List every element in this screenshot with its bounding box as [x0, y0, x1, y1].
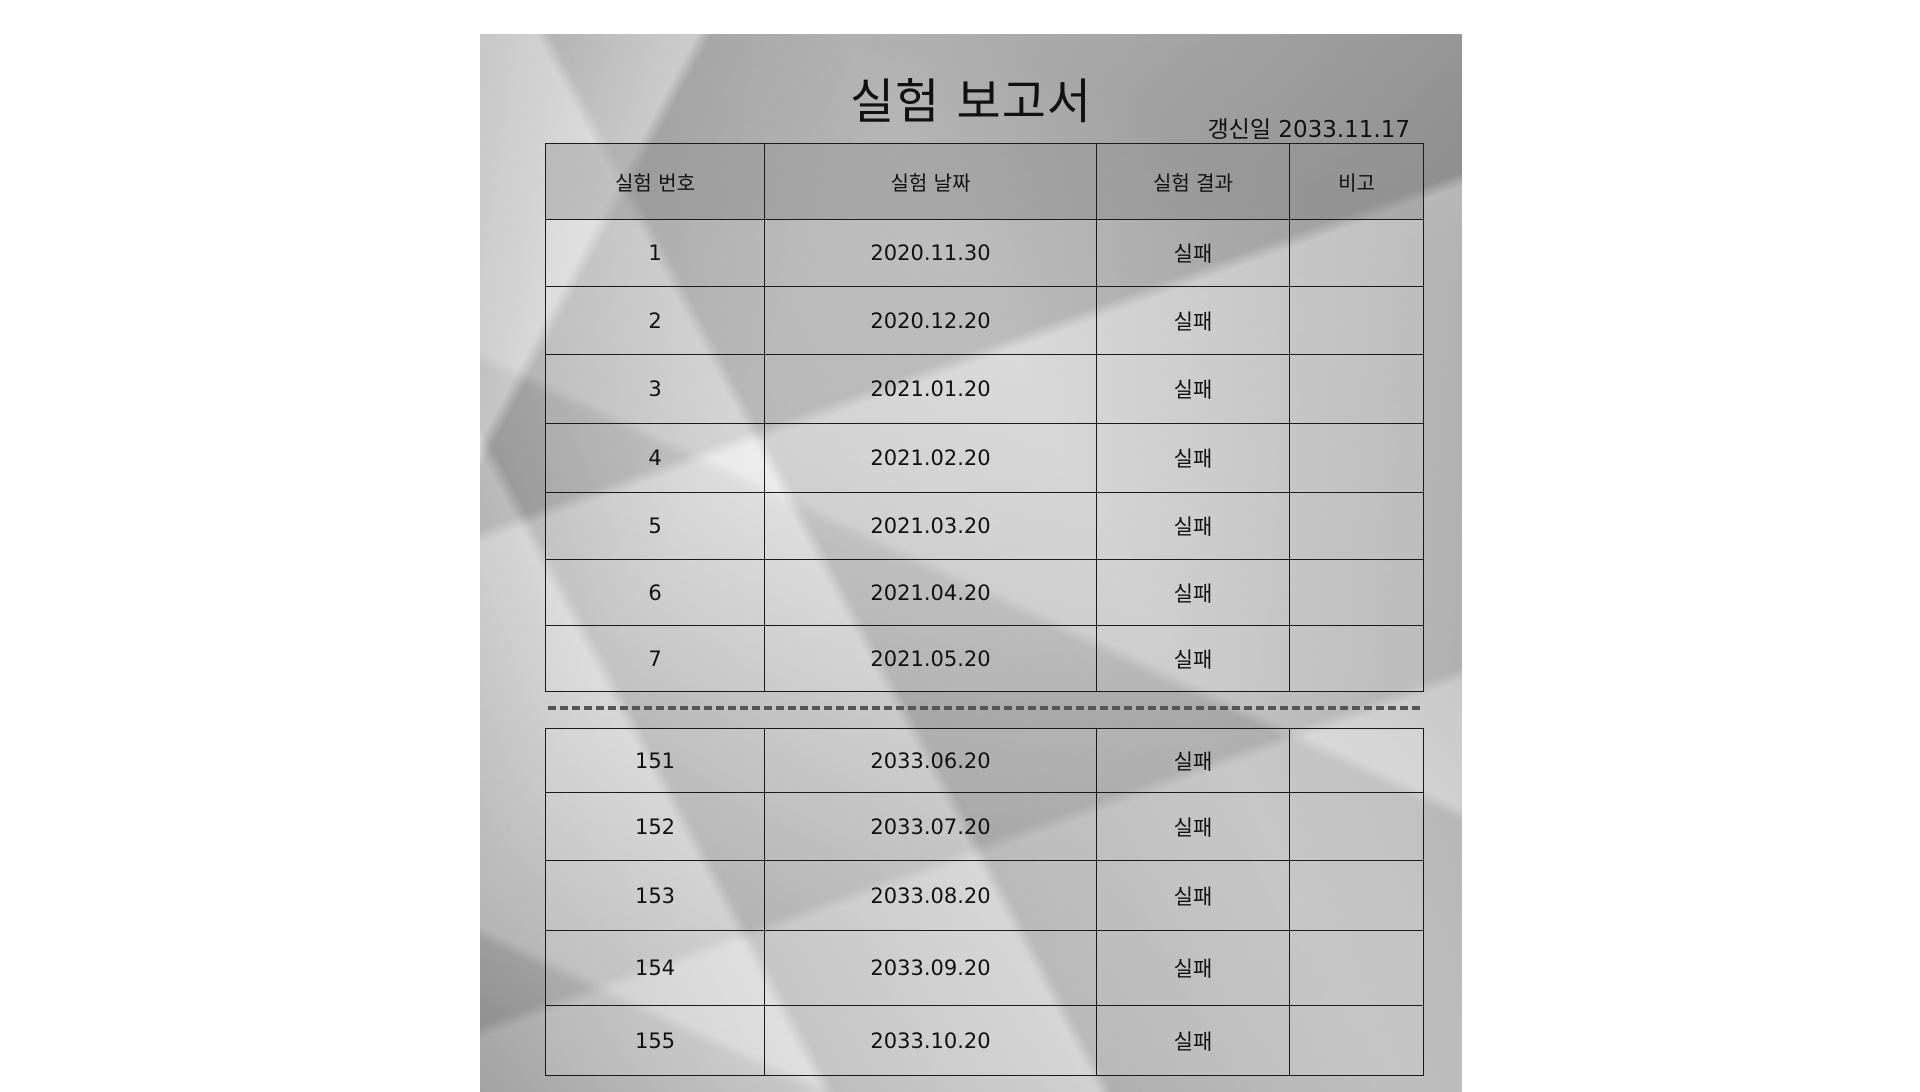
cell-date: 2033.10.20: [764, 1005, 1097, 1076]
page-title: 실험 보고서: [849, 74, 1093, 130]
cell-date: 2020.12.20: [764, 286, 1097, 355]
header-experiment-number: 실험 번호: [545, 143, 765, 220]
cell-date: 2020.11.30: [764, 219, 1097, 287]
cell-result: 실패: [1096, 559, 1290, 626]
cell-note: [1289, 728, 1424, 793]
cell-date: 2033.08.20: [764, 860, 1097, 931]
cell-number: 153: [545, 860, 765, 931]
table-row: 153 2033.08.20 실패: [545, 860, 1424, 931]
cell-date: 2021.03.20: [764, 492, 1097, 560]
cell-date: 2033.07.20: [764, 792, 1097, 861]
cell-number: 3: [545, 354, 765, 424]
table-row: 152 2033.07.20 실패: [545, 792, 1424, 861]
table-row: 155 2033.10.20 실패: [545, 1005, 1424, 1076]
cell-result: 실패: [1096, 219, 1290, 287]
cell-date: 2021.02.20: [764, 423, 1097, 493]
table-row: 154 2033.09.20 실패: [545, 930, 1424, 1006]
header-experiment-result: 실험 결과: [1096, 143, 1290, 220]
header-note: 비고: [1289, 143, 1424, 220]
cell-note: [1289, 930, 1424, 1006]
header-experiment-date: 실험 날짜: [764, 143, 1097, 220]
cell-result: 실패: [1096, 728, 1290, 793]
cell-note: [1289, 492, 1424, 560]
updated-date: 갱신일 2033.11.17: [1207, 117, 1410, 143]
cell-note: [1289, 423, 1424, 493]
cell-note: [1289, 860, 1424, 931]
table-row: 2 2020.12.20 실패: [545, 286, 1424, 355]
cell-number: 154: [545, 930, 765, 1006]
table-row: 151 2033.06.20 실패: [545, 728, 1424, 793]
cell-date: 2021.05.20: [764, 625, 1097, 692]
cell-result: 실패: [1096, 625, 1290, 692]
cell-date: 2021.04.20: [764, 559, 1097, 626]
cell-result: 실패: [1096, 423, 1290, 493]
cell-number: 155: [545, 1005, 765, 1076]
cell-note: [1289, 625, 1424, 692]
cell-number: 152: [545, 792, 765, 861]
cell-result: 실패: [1096, 930, 1290, 1006]
table-row: 5 2021.03.20 실패: [545, 492, 1424, 560]
cell-result: 실패: [1096, 792, 1290, 861]
cell-date: 2021.01.20: [764, 354, 1097, 424]
table-row: 1 2020.11.30 실패: [545, 219, 1424, 287]
cell-date: 2033.06.20: [764, 728, 1097, 793]
cell-number: 4: [545, 423, 765, 493]
omission-divider: [548, 706, 1420, 710]
experiment-table-top: 실험 번호 실험 날짜 실험 결과 비고 1 2020.11.30 실패 2 2…: [545, 143, 1424, 692]
cell-result: 실패: [1096, 492, 1290, 560]
cell-number: 7: [545, 625, 765, 692]
cell-date: 2033.09.20: [764, 930, 1097, 1006]
cell-result: 실패: [1096, 354, 1290, 424]
cell-number: 5: [545, 492, 765, 560]
cell-note: [1289, 219, 1424, 287]
cell-note: [1289, 286, 1424, 355]
cell-note: [1289, 354, 1424, 424]
table-row: 4 2021.02.20 실패: [545, 423, 1424, 493]
cell-result: 실패: [1096, 860, 1290, 931]
report-paper: 실험 보고서 갱신일 2033.11.17 실험 번호 실험 날짜 실험 결과 …: [480, 34, 1462, 1092]
cell-note: [1289, 792, 1424, 861]
cell-note: [1289, 1005, 1424, 1076]
cell-number: 151: [545, 728, 765, 793]
cell-result: 실패: [1096, 1005, 1290, 1076]
cell-result: 실패: [1096, 286, 1290, 355]
table-row: 3 2021.01.20 실패: [545, 354, 1424, 424]
cell-number: 2: [545, 286, 765, 355]
cell-number: 6: [545, 559, 765, 626]
table-row: 6 2021.04.20 실패: [545, 559, 1424, 626]
table-header-row: 실험 번호 실험 날짜 실험 결과 비고: [545, 143, 1424, 220]
experiment-table-bottom: 151 2033.06.20 실패 152 2033.07.20 실패 153 …: [545, 728, 1424, 1076]
cell-number: 1: [545, 219, 765, 287]
table-row: 7 2021.05.20 실패: [545, 625, 1424, 692]
cell-note: [1289, 559, 1424, 626]
